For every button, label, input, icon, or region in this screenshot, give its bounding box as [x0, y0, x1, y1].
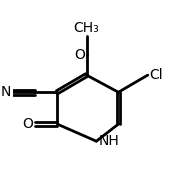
- Text: NH: NH: [98, 134, 119, 148]
- Text: Cl: Cl: [150, 68, 163, 82]
- Text: O: O: [74, 48, 85, 63]
- Text: O: O: [23, 117, 33, 131]
- Text: CH₃: CH₃: [74, 21, 100, 35]
- Text: N: N: [1, 85, 11, 99]
